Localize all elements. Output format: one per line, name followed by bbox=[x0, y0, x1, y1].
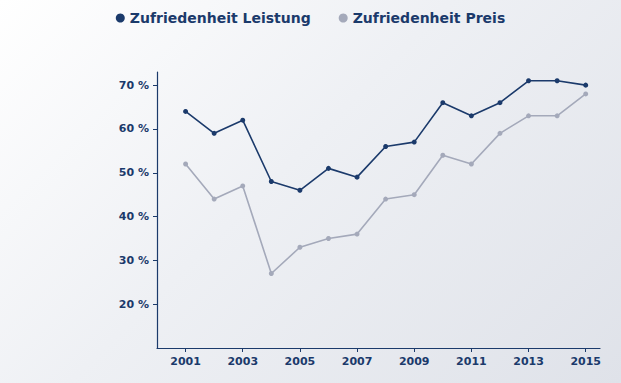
svg-text:2001: 2001 bbox=[170, 355, 201, 368]
svg-text:2015: 2015 bbox=[570, 355, 601, 368]
svg-text:50 %: 50 % bbox=[119, 166, 149, 179]
svg-text:2007: 2007 bbox=[342, 355, 373, 368]
svg-text:2009: 2009 bbox=[399, 355, 430, 368]
svg-text:2005: 2005 bbox=[285, 355, 316, 368]
svg-text:Zufriedenheit Leistung: Zufriedenheit Leistung bbox=[130, 10, 311, 26]
svg-text:40 %: 40 % bbox=[119, 210, 149, 223]
svg-text:70 %: 70 % bbox=[119, 79, 149, 92]
svg-text:2013: 2013 bbox=[513, 355, 544, 368]
svg-text:Zufriedenheit Preis: Zufriedenheit Preis bbox=[353, 10, 506, 26]
svg-text:20 %: 20 % bbox=[119, 298, 149, 311]
svg-text:30 %: 30 % bbox=[119, 254, 149, 267]
svg-text:2011: 2011 bbox=[456, 355, 487, 368]
svg-text:60 %: 60 % bbox=[119, 122, 149, 135]
svg-text:2003: 2003 bbox=[227, 355, 258, 368]
